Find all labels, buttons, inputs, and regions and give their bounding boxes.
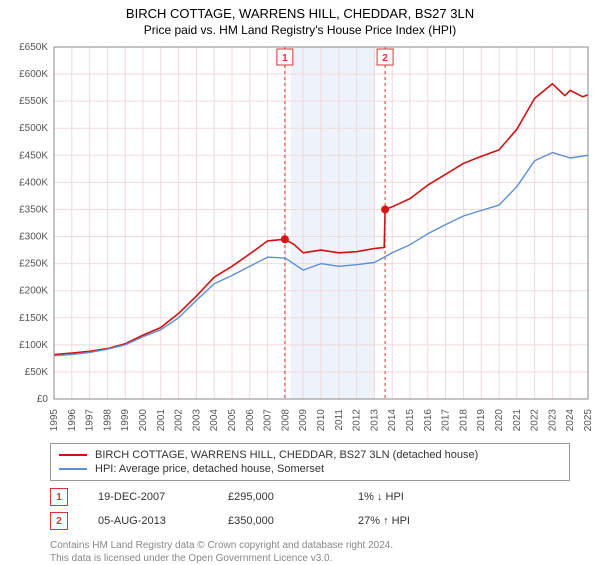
svg-text:£350K: £350K [19, 204, 48, 215]
svg-text:2003: 2003 [191, 409, 202, 432]
svg-text:2018: 2018 [458, 409, 469, 432]
svg-text:2014: 2014 [387, 409, 398, 432]
svg-text:£550K: £550K [19, 96, 48, 107]
svg-text:2015: 2015 [405, 409, 416, 432]
marker-badge: 2 [50, 512, 68, 530]
svg-text:£200K: £200K [19, 286, 48, 297]
svg-text:£100K: £100K [19, 340, 48, 351]
title-address: BIRCH COTTAGE, WARRENS HILL, CHEDDAR, BS… [0, 6, 600, 21]
svg-text:£400K: £400K [19, 177, 48, 188]
legend-swatch [59, 468, 87, 470]
footer-line: Contains HM Land Registry data © Crown c… [50, 539, 570, 552]
svg-text:1: 1 [282, 53, 288, 64]
svg-text:1999: 1999 [120, 409, 131, 432]
chart-area: 1 2 £0 £50K £100K £150K £200K £250K £300K £350K £4… [0, 37, 600, 437]
marker-price: £350,000 [228, 515, 328, 527]
title-subtitle: Price paid vs. HM Land Registry's House … [0, 23, 600, 37]
marker-badge: 1 [50, 488, 68, 506]
svg-text:2006: 2006 [245, 409, 256, 432]
svg-text:£600K: £600K [19, 69, 48, 80]
svg-text:2009: 2009 [298, 409, 309, 432]
svg-text:2011: 2011 [334, 409, 345, 431]
svg-text:£650K: £650K [19, 42, 48, 53]
svg-text:2008: 2008 [280, 409, 291, 432]
legend-item-property: BIRCH COTTAGE, WARRENS HILL, CHEDDAR, BS… [59, 448, 561, 462]
marker-date: 19-DEC-2007 [98, 491, 198, 503]
svg-text:1996: 1996 [67, 409, 78, 432]
svg-text:2007: 2007 [263, 409, 274, 432]
price-chart: 1 2 £0 £50K £100K £150K £200K £250K £300K £350K £4… [0, 37, 600, 437]
svg-text:1997: 1997 [85, 409, 96, 432]
svg-text:2020: 2020 [494, 409, 505, 432]
svg-text:2010: 2010 [316, 409, 327, 432]
marker-delta: 27% ↑ HPI [358, 515, 458, 527]
svg-text:1995: 1995 [49, 409, 60, 432]
svg-text:2024: 2024 [565, 409, 576, 432]
marker-delta: 1% ↓ HPI [358, 491, 458, 503]
svg-text:2016: 2016 [423, 409, 434, 432]
marker-table: 1 19-DEC-2007 £295,000 1% ↓ HPI 2 05-AUG… [50, 485, 570, 533]
svg-text:1998: 1998 [102, 409, 113, 432]
legend: BIRCH COTTAGE, WARRENS HILL, CHEDDAR, BS… [50, 443, 570, 481]
svg-text:£250K: £250K [19, 259, 48, 270]
svg-text:2019: 2019 [476, 409, 487, 432]
marker-row: 2 05-AUG-2013 £350,000 27% ↑ HPI [50, 509, 570, 533]
svg-text:2002: 2002 [174, 409, 185, 432]
svg-text:£500K: £500K [19, 123, 48, 134]
svg-text:2005: 2005 [227, 409, 238, 432]
svg-text:2001: 2001 [156, 409, 167, 432]
svg-text:£0: £0 [37, 394, 49, 405]
svg-text:£150K: £150K [19, 313, 48, 324]
svg-text:2025: 2025 [583, 409, 594, 432]
svg-text:2: 2 [382, 53, 388, 64]
svg-text:2000: 2000 [138, 409, 149, 432]
svg-text:2021: 2021 [512, 409, 523, 432]
page: BIRCH COTTAGE, WARRENS HILL, CHEDDAR, BS… [0, 0, 600, 565]
header: BIRCH COTTAGE, WARRENS HILL, CHEDDAR, BS… [0, 0, 600, 37]
svg-text:2013: 2013 [369, 409, 380, 432]
legend-swatch [59, 454, 87, 456]
svg-text:2022: 2022 [530, 409, 541, 432]
svg-text:2023: 2023 [547, 409, 558, 432]
svg-text:2012: 2012 [352, 409, 363, 432]
footer-line: This data is licensed under the Open Gov… [50, 552, 570, 565]
marker-date: 05-AUG-2013 [98, 515, 198, 527]
marker-price: £295,000 [228, 491, 328, 503]
svg-text:£50K: £50K [25, 367, 49, 378]
marker-row: 1 19-DEC-2007 £295,000 1% ↓ HPI [50, 485, 570, 509]
legend-item-hpi: HPI: Average price, detached house, Some… [59, 462, 561, 476]
svg-text:2017: 2017 [441, 409, 452, 432]
svg-text:£300K: £300K [19, 232, 48, 243]
footer: Contains HM Land Registry data © Crown c… [50, 539, 570, 565]
svg-text:£450K: £450K [19, 150, 48, 161]
legend-label: BIRCH COTTAGE, WARRENS HILL, CHEDDAR, BS… [95, 449, 478, 461]
svg-text:2004: 2004 [209, 409, 220, 432]
legend-label: HPI: Average price, detached house, Some… [95, 463, 324, 475]
